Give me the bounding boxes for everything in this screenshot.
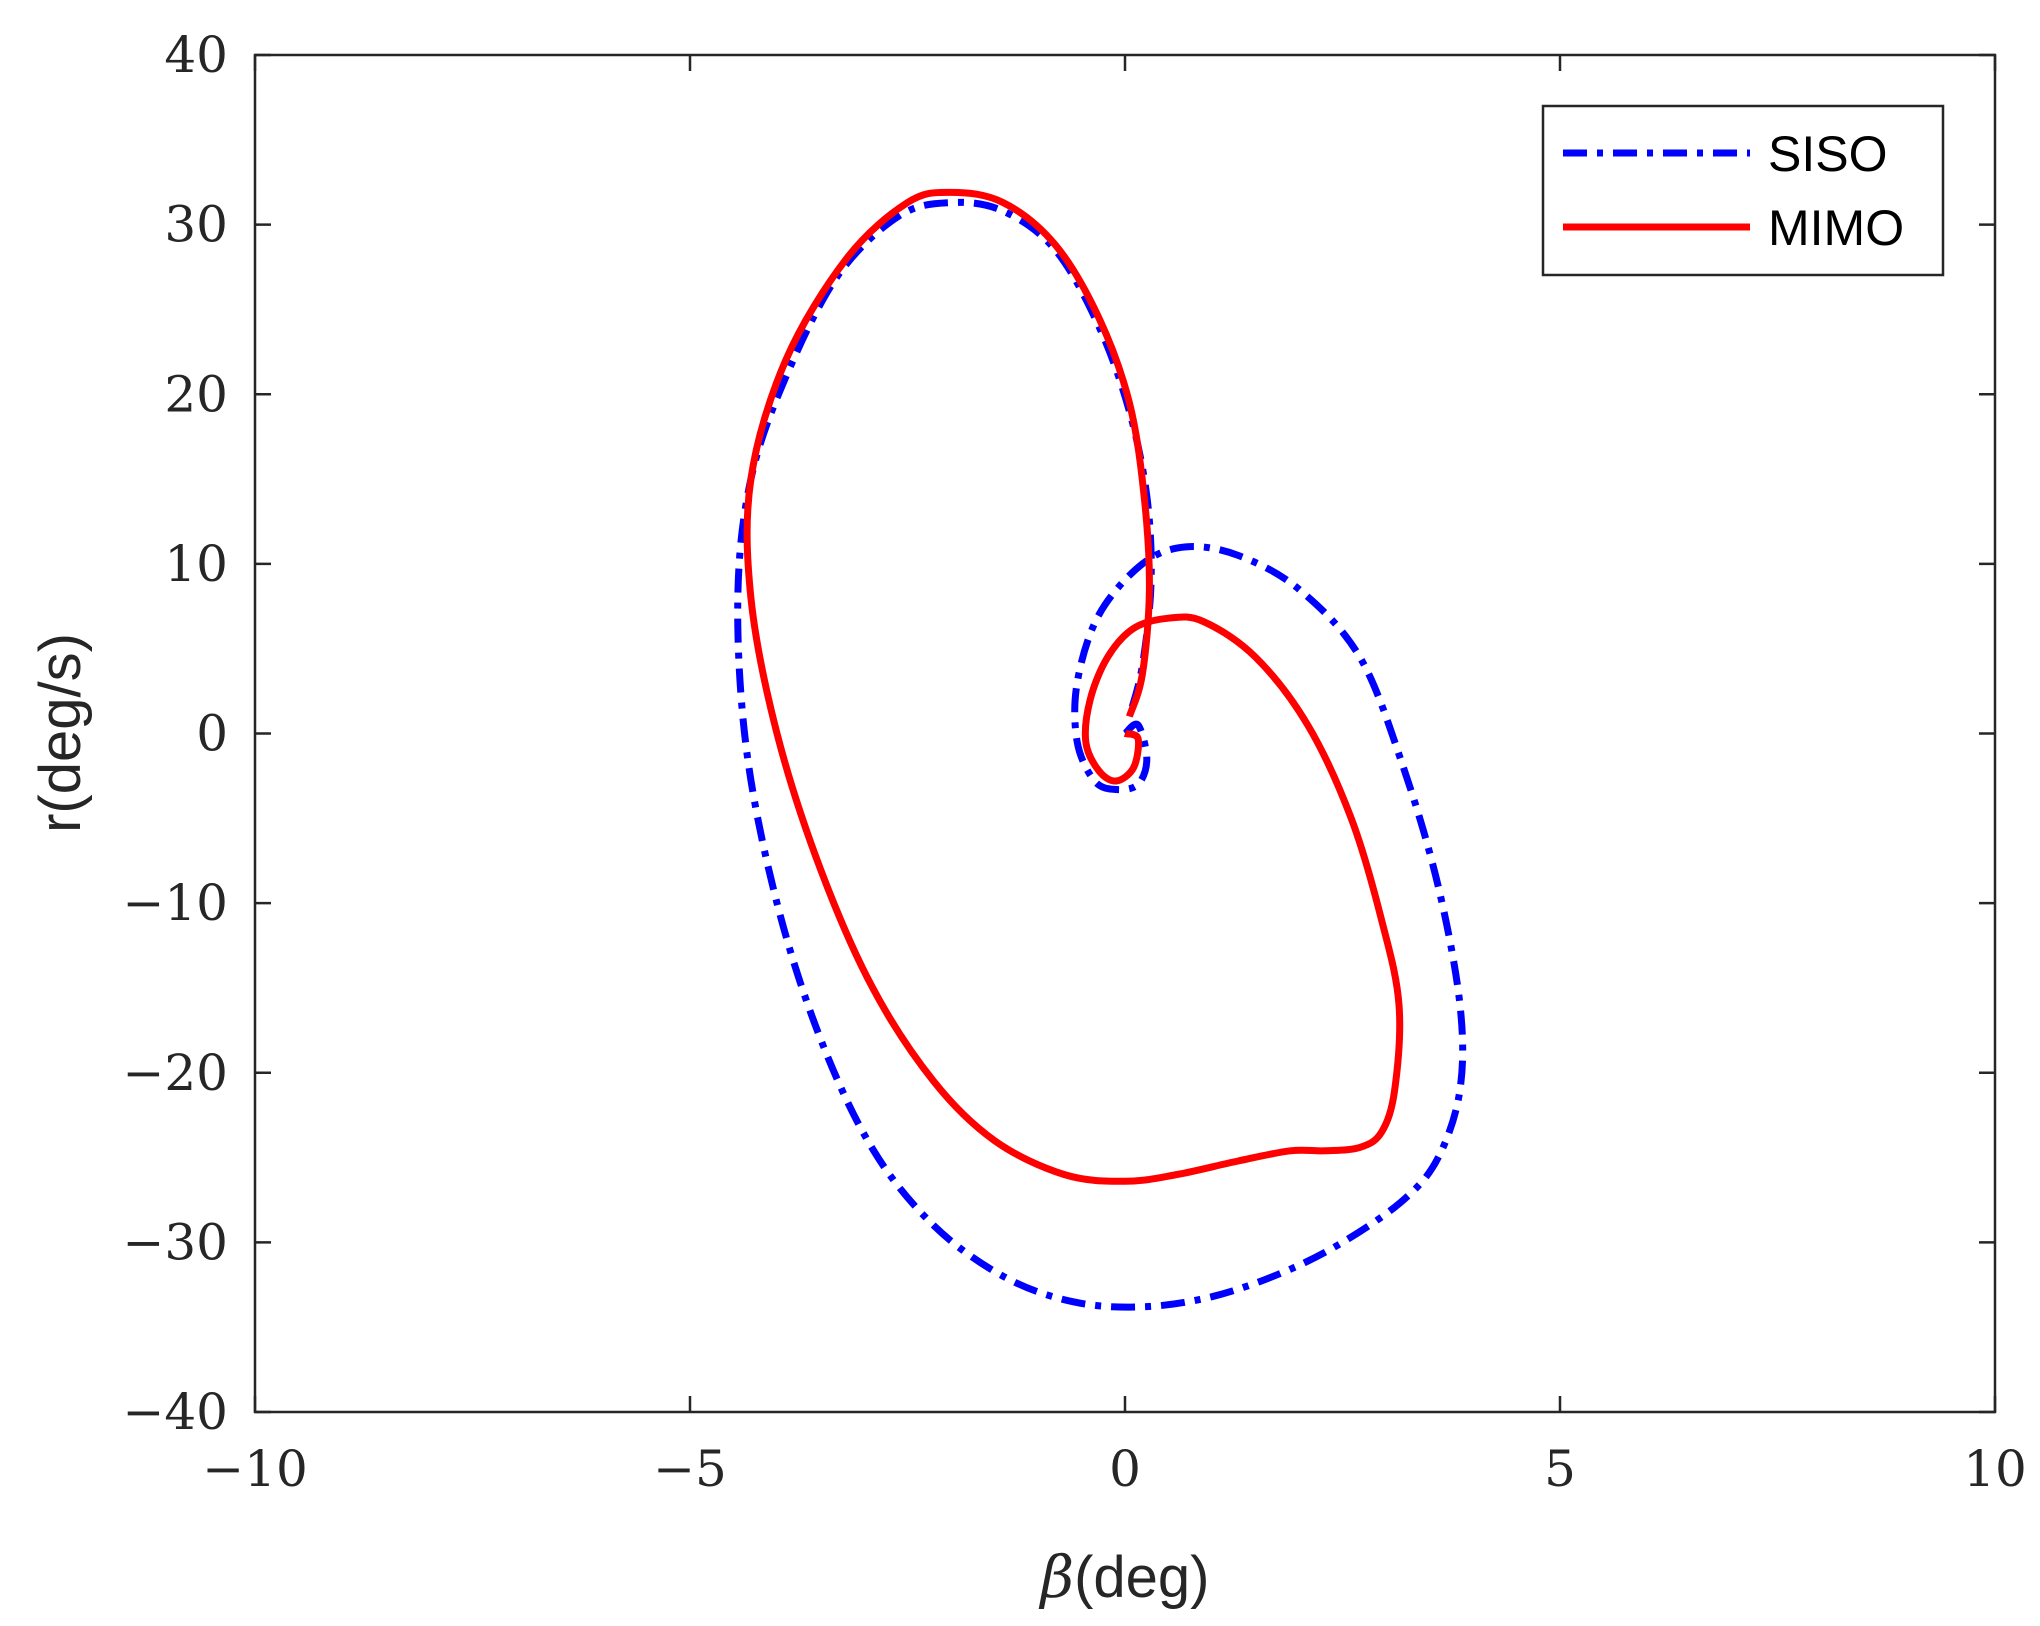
x-tick-label: −5 — [653, 1440, 727, 1498]
x-tick-label: 0 — [1109, 1440, 1141, 1498]
legend-box — [1541, 104, 1945, 277]
y-tick-label: 40 — [164, 26, 228, 84]
x-tick-label: −10 — [202, 1440, 308, 1498]
y-tick-labels: −40 −30 −20 −10 0 10 20 30 40 — [122, 26, 228, 1441]
y-axis-title: r(deg/s) — [28, 633, 93, 833]
y-tick-label: −10 — [122, 874, 228, 932]
series-line-mimo — [743, 188, 1404, 1185]
x-axis-title: β(deg) — [1039, 1543, 1210, 1611]
x-tick-label: 10 — [1963, 1440, 2027, 1498]
y-tick-label: −30 — [122, 1213, 228, 1271]
y-tick-label: −40 — [122, 1383, 228, 1441]
y-tick-label: 0 — [196, 705, 228, 763]
legend-label-siso: SISO — [1768, 126, 1887, 182]
y-tick-label: 20 — [164, 365, 228, 423]
axis-ticks — [253, 53, 1997, 1414]
series-line-siso — [734, 198, 1467, 1311]
x-axis-unit: (deg) — [1074, 1545, 1209, 1610]
y-tick-label: 10 — [164, 535, 228, 593]
series-layer — [734, 188, 1467, 1311]
legend: SISO MIMO — [1541, 104, 1945, 277]
x-axis-symbol: β — [1039, 1543, 1075, 1611]
x-tick-labels: −10 −5 0 5 10 — [202, 1440, 2027, 1498]
legend-label-mimo: MIMO — [1768, 200, 1904, 256]
y-tick-label: −20 — [122, 1044, 228, 1102]
x-tick-label: 5 — [1544, 1440, 1576, 1498]
y-tick-label: 30 — [164, 196, 228, 254]
